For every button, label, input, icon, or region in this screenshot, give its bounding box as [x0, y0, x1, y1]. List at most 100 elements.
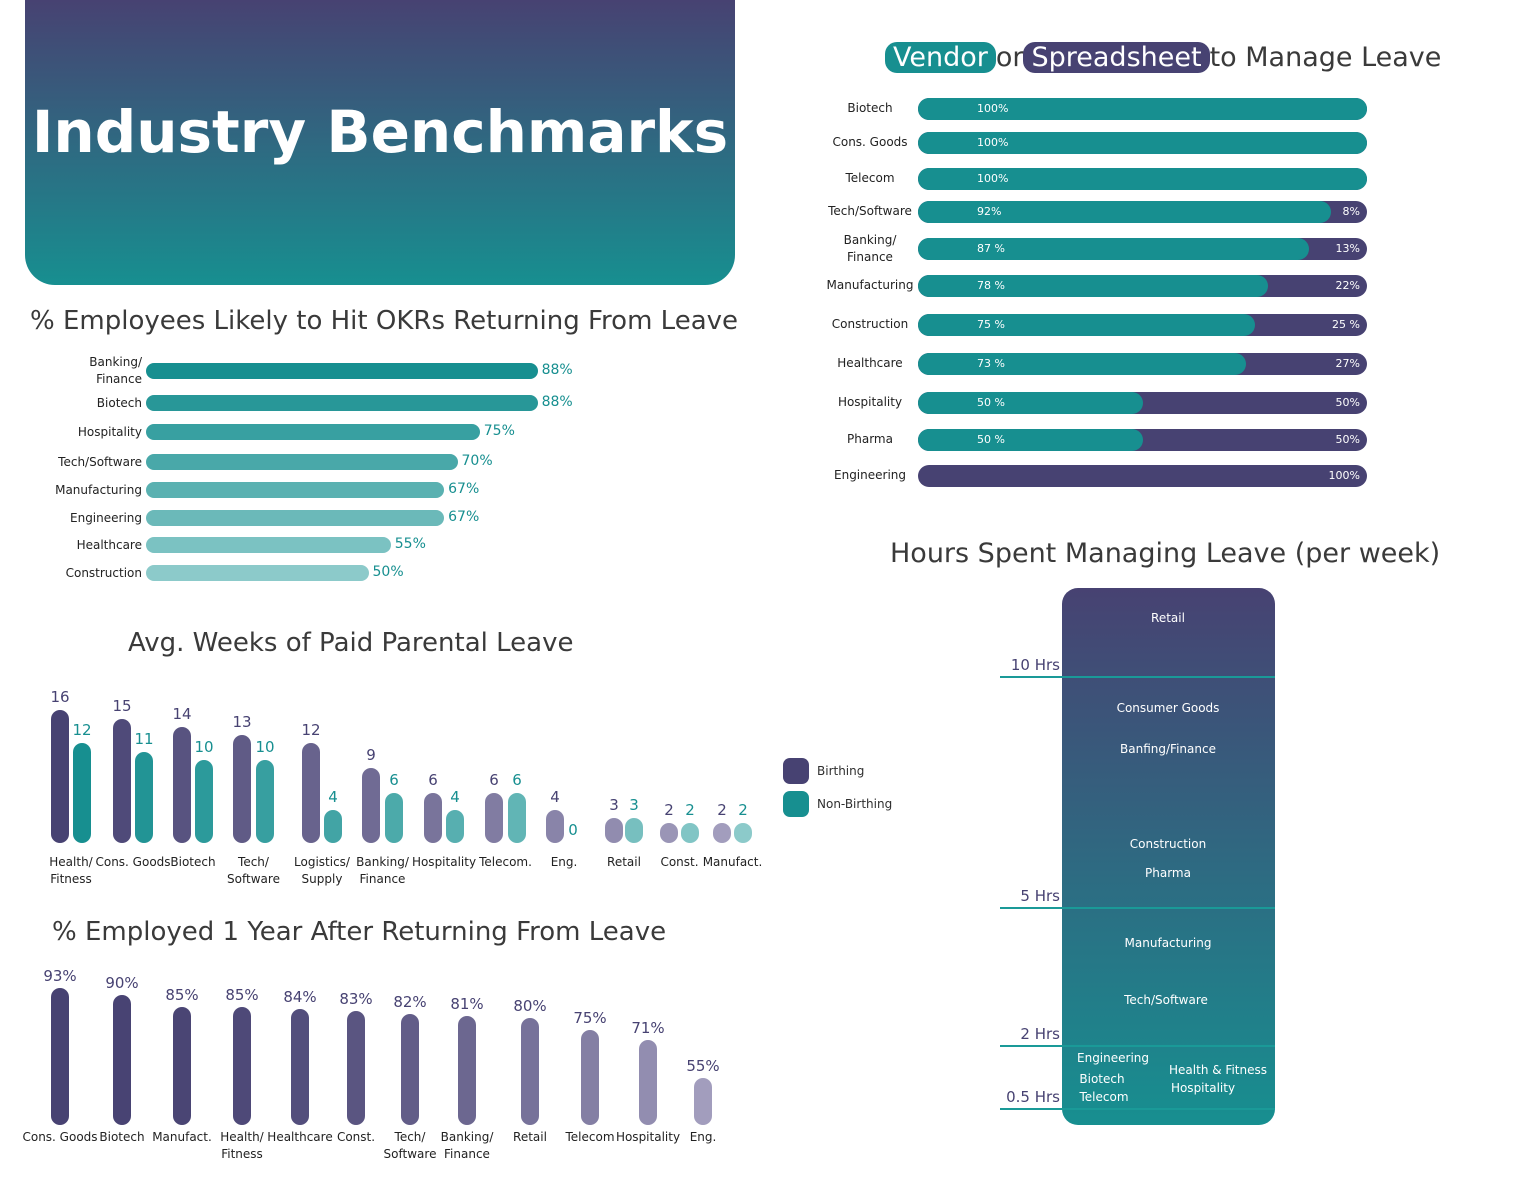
birthing-bar — [302, 743, 320, 843]
employed-category-label: Tech/Software — [383, 1130, 437, 1161]
hours-industry-label: Health & Fitness — [1169, 1063, 1267, 1077]
birthing-value-label: 2 — [664, 801, 674, 819]
spreadsheet-bar — [918, 465, 1367, 487]
hours-tick-line — [1000, 1108, 1275, 1110]
employed-value-label: 55% — [686, 1056, 720, 1075]
page-title: Industry Benchmarks — [31, 98, 729, 166]
birthing-bar — [660, 823, 678, 843]
okr-bar — [146, 424, 480, 440]
legend-item-birthing: Birthing — [783, 758, 892, 784]
birthing-bar — [424, 793, 442, 843]
birthing-value-label: 3 — [609, 796, 619, 815]
okr-category-label: Healthcare — [76, 538, 142, 552]
okr-bar — [146, 482, 445, 498]
vendor-category-label: Telecom — [845, 171, 895, 185]
hours-tick-label: 2 Hrs — [1020, 1025, 1060, 1043]
employed-value-label: 90% — [105, 973, 139, 992]
birthing-bar — [51, 710, 69, 843]
non-birthing-value-label: 10 — [194, 738, 214, 756]
spreadsheet-value-label: 27% — [1335, 357, 1360, 370]
birthing-bar — [546, 809, 564, 843]
leave-chart-title: Avg. Weeks of Paid Parental Leave — [128, 628, 574, 658]
leave-category-label: Telecom. — [479, 855, 532, 869]
employed-category-label: Healthcare — [267, 1130, 333, 1144]
vendor-category-label: Healthcare — [837, 356, 903, 370]
okr-value-label: 55% — [394, 536, 426, 552]
okr-value-label: 50% — [372, 564, 404, 580]
legend-swatch — [783, 758, 809, 784]
non-birthing-value-label: 3 — [629, 796, 639, 815]
birthing-bar — [605, 818, 623, 843]
non-birthing-value-label: 12 — [72, 721, 92, 740]
non-birthing-value-label: 2 — [738, 801, 748, 819]
hours-industry-label: Telecom — [1079, 1090, 1129, 1104]
hours-industry-label: Tech/Software — [1124, 993, 1208, 1007]
non-birthing-bar — [73, 743, 91, 843]
employed-category-label: Eng. — [689, 1130, 717, 1144]
spreadsheet-value-label: 22% — [1335, 279, 1360, 292]
vendor-value-label: 100% — [977, 172, 1009, 185]
employed-bar — [694, 1077, 712, 1125]
spreadsheet-value-label: 100% — [1328, 469, 1360, 482]
vendor-bar — [918, 392, 1143, 414]
non-birthing-bar — [734, 823, 752, 843]
vendor-bar — [918, 238, 1309, 260]
spreadsheet-pill: Spreadsheet — [1023, 42, 1210, 73]
vendor-value-label: 100% — [977, 136, 1009, 149]
leave-category-label: Tech/Software — [227, 855, 280, 886]
okr-chart-title: % Employees Likely to Hit OKRs Returning… — [30, 306, 739, 336]
leave-category-label: Manufact. — [702, 855, 763, 869]
employed-value-label: 81% — [450, 994, 484, 1013]
leave-category-label: Health/Fitness — [49, 855, 93, 886]
employed-bar — [51, 987, 69, 1125]
vendor-category-label: Cons. Goods — [832, 135, 908, 149]
vendor-bar — [918, 168, 1367, 190]
hours-industry-label: Hospitality — [1170, 1081, 1236, 1095]
okr-value-label: 67% — [448, 509, 480, 525]
legend-item-non-birthing: Non-Birthing — [783, 791, 892, 817]
title-rest: to Manage Leave — [1209, 42, 1442, 73]
okr-category-label: Engineering — [70, 511, 142, 525]
non-birthing-bar — [681, 823, 699, 843]
vendor-category-label: Hospitality — [837, 395, 903, 409]
hours-industry-label: Biotech — [1079, 1072, 1125, 1086]
employed-bar — [458, 1015, 476, 1125]
non-birthing-bar — [324, 809, 342, 843]
vendor-bar — [918, 132, 1367, 154]
employed-value-label: 71% — [631, 1018, 665, 1037]
vendor-category-label: Manufacturing — [826, 278, 914, 292]
vendor-bar — [918, 275, 1269, 297]
birthing-value-label: 16 — [50, 688, 70, 707]
non-birthing-bar — [135, 751, 153, 843]
employed-value-label: 83% — [339, 990, 373, 1009]
spreadsheet-value-label: 50% — [1335, 396, 1360, 409]
title-or: or — [995, 42, 1024, 73]
employed-bar — [347, 1011, 365, 1125]
employed-value-label: 75% — [573, 1009, 607, 1028]
vendor-value-label: 100% — [977, 102, 1009, 115]
birthing-value-label: 2 — [717, 801, 727, 819]
birthing-value-label: 15 — [112, 696, 132, 715]
okr-bar — [146, 395, 538, 411]
hours-tick-label: 10 Hrs — [1010, 656, 1060, 674]
hours-industry-label: Banfing/Finance — [1120, 742, 1216, 756]
non-birthing-value-label: 2 — [685, 801, 695, 819]
okr-value-label: 67% — [448, 481, 480, 497]
leave-category-label: Banking/Finance — [356, 855, 409, 886]
legend-label: Non-Birthing — [817, 797, 893, 811]
header-banner: Industry Benchmarks — [25, 0, 735, 285]
vendor-bar — [918, 98, 1367, 120]
non-birthing-value-label: 6 — [389, 771, 399, 790]
okr-bar — [146, 363, 538, 379]
legend: Birthing Non-Birthing — [783, 758, 892, 817]
okr-category-label: Biotech — [96, 396, 142, 410]
employed-value-label: 84% — [283, 987, 317, 1006]
vendor-bar — [918, 429, 1143, 451]
employed-category-label: Telecom — [565, 1130, 615, 1144]
leave-category-label: Retail — [607, 855, 641, 869]
hours-tick-label: 5 Hrs — [1020, 887, 1060, 905]
okr-category-label: Banking/Finance — [89, 355, 142, 386]
employed-bar — [113, 994, 131, 1125]
leave-category-label: Const. — [660, 855, 699, 869]
okr-value-label: 88% — [541, 362, 573, 378]
